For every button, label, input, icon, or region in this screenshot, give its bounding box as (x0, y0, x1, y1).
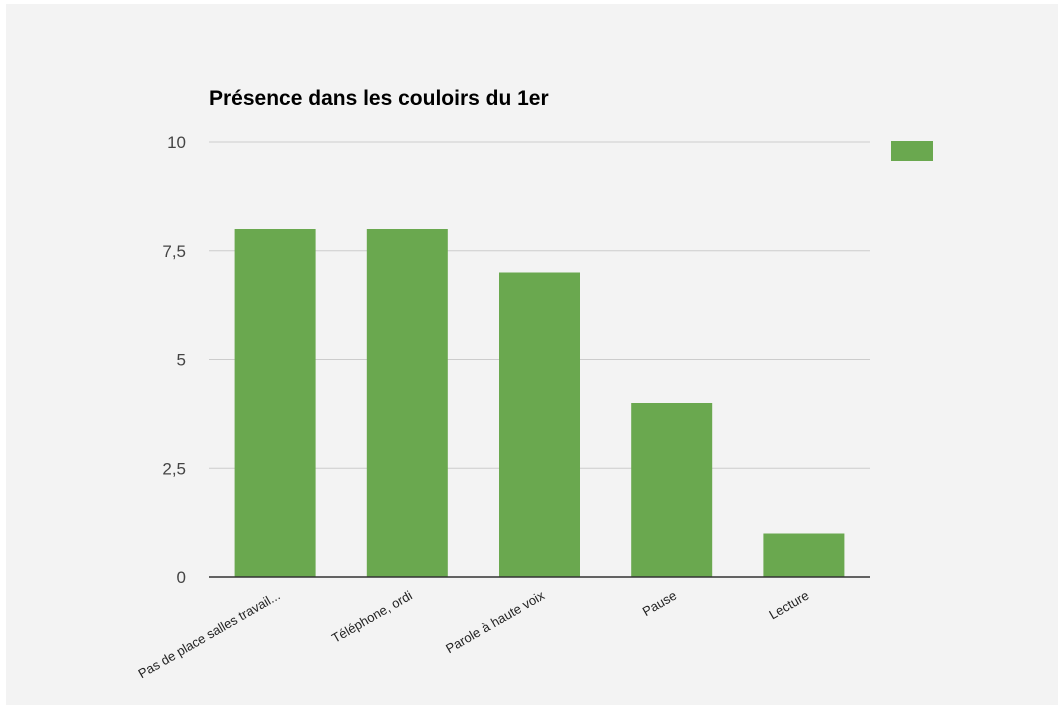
bar (499, 272, 580, 577)
y-tick-label: 2,5 (162, 459, 186, 478)
bars (234, 229, 845, 577)
y-axis-tick-labels: 0 2,5 5 7,5 10 (162, 133, 186, 587)
legend-swatch (891, 141, 933, 161)
legend (891, 141, 933, 161)
y-tick-label: 10 (167, 133, 186, 152)
y-tick-label: 0 (177, 568, 186, 587)
bar (366, 229, 448, 577)
bar (631, 403, 713, 577)
y-tick-label: 5 (177, 351, 186, 370)
y-tick-label: 7,5 (162, 242, 186, 261)
chart-title: Présence dans les couloirs du 1er (209, 87, 549, 110)
bar (763, 533, 845, 577)
bar (234, 229, 316, 577)
